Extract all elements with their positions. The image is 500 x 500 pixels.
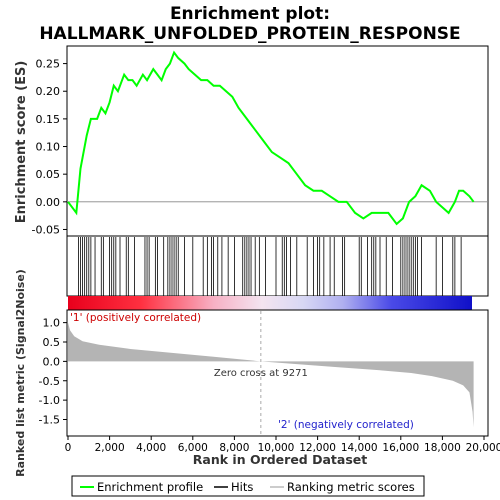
es-ytick-label: 0.00 [36,196,61,209]
es-ytick-label: -0.05 [32,223,60,236]
rank-color-bar [68,296,472,310]
es-panel-frame [66,45,489,237]
rank-ytick-label: 0.0 [43,355,61,368]
rank-ytick-label: 0.5 [43,336,61,349]
rank-ylabel: Ranked list metric (Signal2Noise) [14,269,27,477]
x-tick-label: 2,000 [95,442,125,454]
rank-ytick-label: -1.0 [39,394,60,407]
x-axis: 0 2,000 4,000 6,000 8,000 10,000 12,000 14,000 1… [65,436,500,454]
negative-correlation-label: '2' (negatively correlated) [278,419,414,431]
rank-ytick-label: -1.5 [39,414,60,427]
es-ytick-label: 0.10 [36,141,61,154]
x-axis-label: Rank in Ordered Dataset [193,452,367,467]
rank-ytick-label: 1.0 [43,317,61,330]
es-y-axis: -0.05 0.00 0.05 0.10 0.15 0.20 0.25 [32,58,67,236]
chart-title-line1: Enrichment plot: [170,4,330,24]
x-tick-label: 20,000 [466,442,500,454]
x-tick-label: 12,000 [299,442,336,454]
x-tick-label: 8,000 [219,442,249,454]
x-tick-label: 0 [65,442,72,454]
enrichment-profile-line [67,50,475,226]
es-ytick-label: 0.20 [36,85,61,98]
positive-correlation-label: '1' (positively correlated) [70,312,201,324]
rank-y-axis: -1.5 -1.0 -0.5 0.0 0.5 1.0 [39,317,67,427]
rank-ytick-label: -0.5 [39,375,60,388]
x-tick-label: 6,000 [178,442,208,454]
x-tick-label: 16,000 [382,442,419,454]
x-tick-label: 10,000 [258,442,295,454]
zero-cross-label: Zero cross at 9271 [214,368,308,379]
legend-item-ranking: Ranking metric scores [287,480,415,494]
es-ytick-label: 0.15 [36,113,61,126]
es-ytick-label: 0.25 [36,58,61,71]
es-ylabel: Enrichment score (ES) [14,61,29,224]
es-ytick-label: 0.05 [36,168,61,181]
hits-group [78,237,462,296]
legend-item-hits: Hits [231,480,253,494]
hits-panel-frame [66,235,489,297]
x-tick-label: 4,000 [136,442,166,454]
legend-item-enrichment: Enrichment profile [97,480,203,494]
x-tick-label: 18,000 [424,442,461,454]
chart-title-line2: HALLMARK_UNFOLDED_PROTEIN_RESPONSE [39,24,460,44]
x-tick-label: 14,000 [341,442,378,454]
legend-box [71,475,425,497]
